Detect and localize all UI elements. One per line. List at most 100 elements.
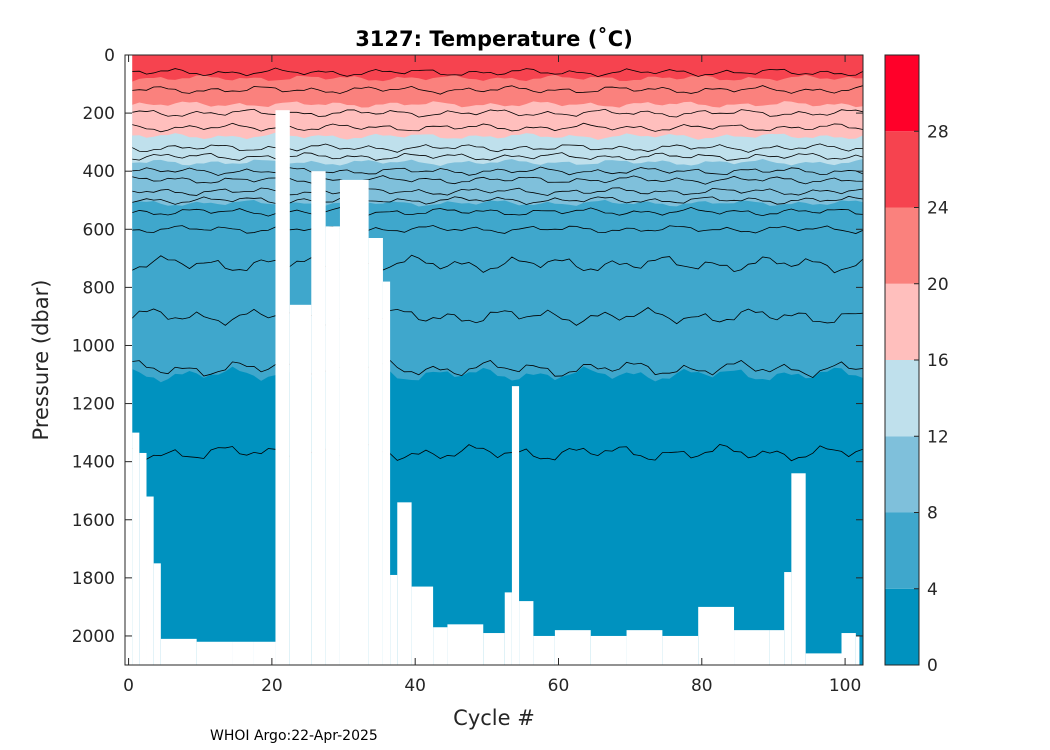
profile-gap bbox=[397, 502, 412, 665]
contour-line bbox=[131, 143, 863, 153]
profile-gap bbox=[554, 630, 591, 665]
profile-gap bbox=[483, 633, 505, 665]
profile-gap bbox=[275, 110, 290, 665]
x-tick-label: 20 bbox=[261, 676, 283, 696]
contour-lines bbox=[131, 67, 863, 462]
contour-line bbox=[131, 254, 863, 274]
contour-line bbox=[132, 195, 863, 205]
x-tick-label: 0 bbox=[123, 676, 134, 696]
colorbar-band bbox=[885, 207, 919, 284]
contour-line bbox=[132, 152, 863, 161]
profile-gap bbox=[734, 630, 770, 665]
profile-gap bbox=[784, 572, 792, 665]
profile-gap bbox=[769, 630, 785, 665]
temperature-bands bbox=[132, 55, 863, 665]
y-tick-label: 1200 bbox=[72, 395, 115, 415]
chart-title: 3127: Temperature (˚C) bbox=[355, 27, 633, 51]
missing-data-gaps bbox=[125, 55, 860, 665]
profile-gap bbox=[519, 601, 534, 665]
profile-gap bbox=[511, 386, 520, 665]
plot-area bbox=[125, 55, 863, 665]
colorbar-band bbox=[885, 360, 919, 437]
profile-gap bbox=[196, 641, 233, 665]
profile-gap bbox=[855, 635, 860, 665]
colorbar-band bbox=[885, 55, 919, 132]
x-tick-label: 100 bbox=[829, 676, 861, 696]
colorbar-tick-label: 24 bbox=[927, 199, 949, 219]
profile-gap bbox=[533, 635, 555, 665]
contour-line bbox=[132, 187, 863, 196]
contour-line bbox=[132, 166, 863, 176]
colorbar-band bbox=[885, 512, 919, 589]
y-tick-label: 1400 bbox=[72, 453, 115, 473]
colorbar-tick-label: 20 bbox=[927, 275, 949, 295]
contour-line bbox=[132, 207, 863, 217]
colorbar-tick-label: 8 bbox=[927, 504, 938, 524]
y-tick-label: 200 bbox=[83, 104, 115, 124]
profile-gap bbox=[433, 627, 448, 665]
profile-gap bbox=[289, 304, 312, 665]
colorbar-axis: 0 4 8 12 16 20 24 28 bbox=[914, 122, 949, 676]
band-above-24 bbox=[132, 55, 863, 82]
profile-gap bbox=[791, 473, 806, 665]
profile-gap bbox=[339, 179, 369, 665]
y-tick-label: 1000 bbox=[72, 336, 115, 356]
profile-gap bbox=[160, 638, 197, 665]
y-tick-label: 0 bbox=[104, 46, 115, 66]
y-tick-label: 800 bbox=[83, 278, 115, 298]
colorbar-tick-label: 12 bbox=[927, 427, 949, 447]
contour-line bbox=[132, 359, 863, 379]
colorbar-band bbox=[885, 131, 919, 208]
colorbar-band bbox=[885, 436, 919, 513]
profile-gap bbox=[841, 633, 856, 665]
y-tick-label: 1800 bbox=[72, 569, 115, 589]
profile-gap bbox=[311, 171, 326, 665]
profile-gap bbox=[698, 606, 735, 665]
profile-gap bbox=[125, 55, 133, 665]
profile-gap bbox=[411, 586, 434, 665]
contour-line bbox=[132, 67, 863, 78]
profile-gap bbox=[325, 226, 340, 665]
colorbar-tick-label: 4 bbox=[927, 580, 938, 600]
profile-gap bbox=[153, 563, 161, 665]
y-tick-label: 400 bbox=[83, 162, 115, 182]
x-axis: 0 20 40 60 80 100 bbox=[123, 55, 861, 696]
profile-gap bbox=[139, 452, 147, 665]
profile-gap bbox=[232, 641, 254, 665]
profile-gap bbox=[146, 496, 154, 665]
contour-line bbox=[132, 175, 863, 185]
contour-line bbox=[132, 85, 863, 95]
contour-line bbox=[131, 444, 863, 462]
colorbar-tick-label: 16 bbox=[927, 351, 949, 371]
credit-text: WHOI Argo:22-Apr-2025 bbox=[210, 728, 378, 744]
plot-frame bbox=[124, 54, 864, 666]
profile-gap bbox=[390, 574, 398, 665]
profile-gap bbox=[382, 281, 391, 665]
profile-gap bbox=[626, 630, 663, 665]
y-tick-label: 2000 bbox=[72, 627, 115, 647]
profile-gap bbox=[662, 635, 699, 665]
contour-line bbox=[131, 307, 863, 326]
profile-gap bbox=[447, 624, 484, 665]
y-tick-label: 600 bbox=[83, 220, 115, 240]
colorbar-band bbox=[885, 283, 919, 360]
x-axis-label: Cycle # bbox=[453, 706, 535, 730]
x-tick-label: 40 bbox=[404, 676, 426, 696]
colorbar-band bbox=[885, 588, 919, 665]
contour-line bbox=[132, 108, 863, 118]
colorbar bbox=[884, 54, 920, 666]
x-tick-label: 60 bbox=[548, 676, 570, 696]
colorbar-tick-label: 28 bbox=[927, 122, 949, 142]
profile-gap bbox=[504, 592, 512, 665]
y-axis-label: Pressure (dbar) bbox=[29, 280, 53, 441]
contour-line bbox=[132, 225, 863, 234]
profile-gap bbox=[368, 238, 383, 665]
y-tick-label: 1600 bbox=[72, 511, 115, 531]
colorbar-tick-label: 0 bbox=[927, 656, 938, 676]
x-tick-label: 80 bbox=[691, 676, 713, 696]
contour-line bbox=[132, 122, 863, 133]
profile-gap bbox=[805, 653, 842, 665]
profile-gap bbox=[132, 432, 140, 665]
y-axis: 0 200 400 600 800 1000 1200 1400 1600 1800 2000 bbox=[72, 46, 863, 647]
